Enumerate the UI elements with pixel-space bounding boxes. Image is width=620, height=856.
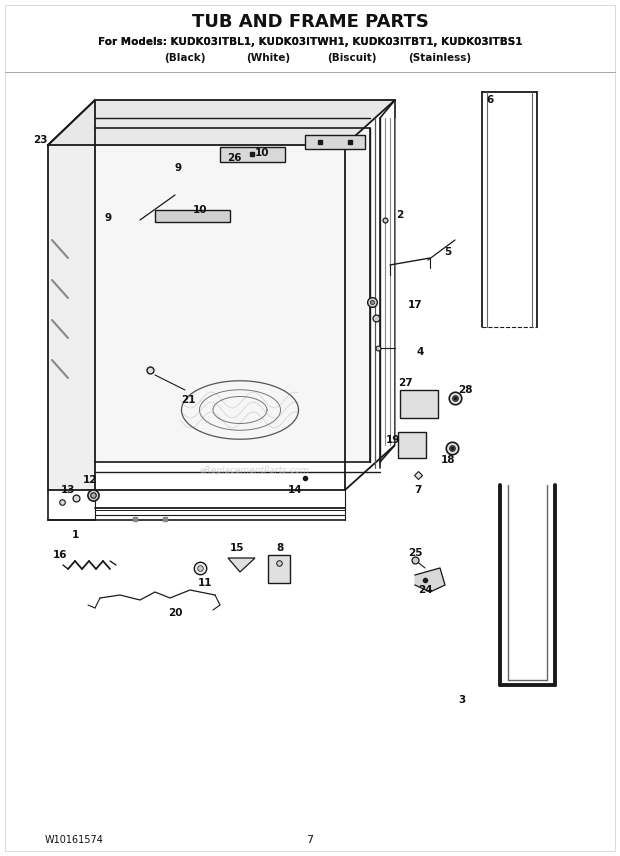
Bar <box>398 432 426 458</box>
Text: (Black): (Black) <box>164 53 206 63</box>
Text: 24: 24 <box>418 585 432 595</box>
Text: 1: 1 <box>71 530 79 540</box>
Text: 8: 8 <box>277 543 283 553</box>
Text: For Models: KUDK03ITBL1, KUDK03ITWH1, KUDK03ITBT1, KUDK03ITBS1: For Models: KUDK03ITBL1, KUDK03ITWH1, KU… <box>98 37 522 47</box>
Text: 21: 21 <box>181 395 195 405</box>
Text: 7: 7 <box>414 485 422 495</box>
Text: 2: 2 <box>396 210 404 220</box>
Bar <box>220 147 285 162</box>
Text: 4: 4 <box>416 347 423 357</box>
Text: 7: 7 <box>306 835 314 845</box>
Text: 11: 11 <box>198 578 212 588</box>
Text: 9: 9 <box>104 213 112 223</box>
Text: 6: 6 <box>486 95 494 105</box>
Text: 12: 12 <box>82 475 97 485</box>
Text: (White): (White) <box>246 53 290 63</box>
Polygon shape <box>48 100 95 490</box>
Text: 14: 14 <box>288 485 303 495</box>
Text: 19: 19 <box>386 435 400 445</box>
Polygon shape <box>228 558 255 572</box>
Text: 27: 27 <box>397 378 412 388</box>
Text: 9: 9 <box>174 163 182 173</box>
Text: 28: 28 <box>458 385 472 395</box>
Text: 20: 20 <box>168 608 182 618</box>
Text: (Stainless): (Stainless) <box>409 53 472 63</box>
Bar <box>400 390 438 418</box>
Text: 25: 25 <box>408 548 422 558</box>
Text: 18: 18 <box>441 455 455 465</box>
Bar <box>268 555 290 583</box>
Text: 10: 10 <box>193 205 207 215</box>
Text: 23: 23 <box>33 135 47 145</box>
Polygon shape <box>48 100 395 145</box>
Text: 16: 16 <box>53 550 67 560</box>
Text: W10161574: W10161574 <box>45 835 104 845</box>
Text: 5: 5 <box>445 247 451 257</box>
Polygon shape <box>95 128 370 462</box>
Text: eReplacementParts.com: eReplacementParts.com <box>200 466 310 474</box>
Bar <box>155 210 230 222</box>
Text: For Models: KUDK03ITBL1, KUDK03ITWH1, KUDK03ITBT1, KUDK03ITBS1: For Models: KUDK03ITBL1, KUDK03ITWH1, KU… <box>98 37 522 47</box>
Text: TUB AND FRAME PARTS: TUB AND FRAME PARTS <box>192 13 428 31</box>
Text: 13: 13 <box>61 485 75 495</box>
Text: 17: 17 <box>408 300 422 310</box>
Text: (Biscuit): (Biscuit) <box>327 53 377 63</box>
Text: 3: 3 <box>458 695 466 705</box>
Text: 26: 26 <box>227 153 241 163</box>
Text: 15: 15 <box>230 543 244 553</box>
Text: 10: 10 <box>255 148 269 158</box>
Polygon shape <box>415 568 445 592</box>
Bar <box>305 135 365 149</box>
